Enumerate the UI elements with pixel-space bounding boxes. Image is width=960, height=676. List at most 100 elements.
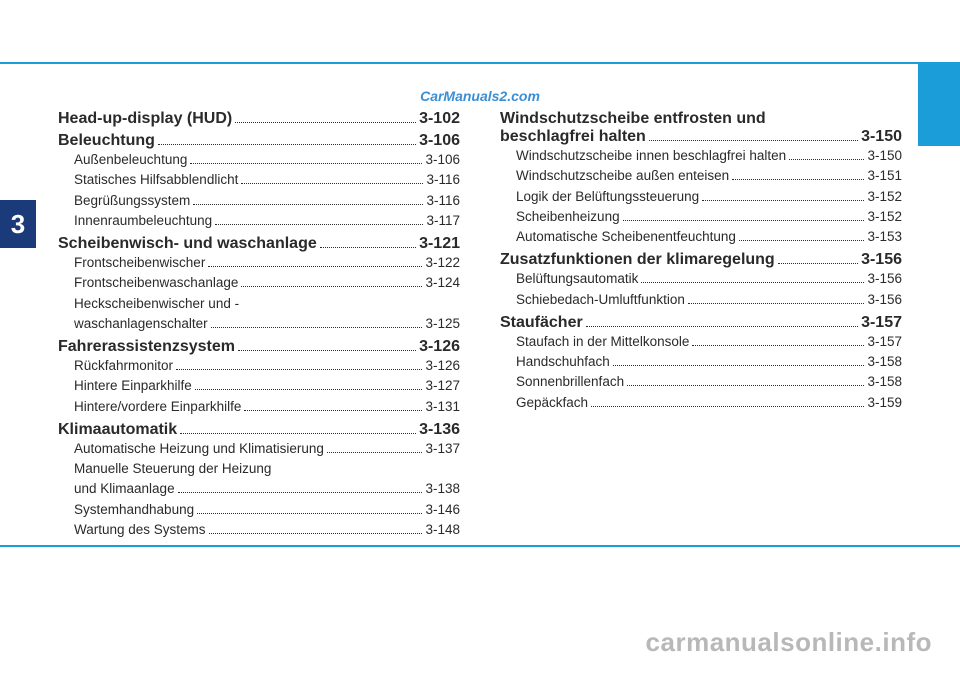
toc-label: Sonnenbrillenfach xyxy=(516,372,624,392)
toc-page: 3-159 xyxy=(867,393,902,413)
toc-label: Belüftungsautomatik xyxy=(516,269,638,289)
toc-sub: Wartung des Systems 3-148 xyxy=(58,520,460,540)
leader xyxy=(193,204,423,205)
leader xyxy=(180,433,416,434)
toc-label: Handschuhfach xyxy=(516,352,610,372)
top-rule xyxy=(0,62,918,64)
toc-page: 3-131 xyxy=(425,397,460,417)
toc-label: Wartung des Systems xyxy=(74,520,206,540)
toc-page: 3-122 xyxy=(425,253,460,273)
toc-sub: Außenbeleuchtung 3-106 xyxy=(58,150,460,170)
toc-label: waschanlagenschalter xyxy=(74,314,208,334)
toc-sub: Statisches Hilfsabblendlicht3-116 xyxy=(58,170,460,190)
leader xyxy=(215,224,423,225)
toc-page: 3-151 xyxy=(867,166,902,186)
toc-sub: Frontscheibenwaschanlage3-124 xyxy=(58,273,460,293)
toc-page: 3-106 xyxy=(419,132,460,150)
toc-page: 3-121 xyxy=(419,235,460,253)
toc-label: Heckscheibenwischer und - xyxy=(74,294,460,314)
toc-page: 3-150 xyxy=(861,128,902,146)
toc-page: 3-116 xyxy=(426,191,460,211)
toc-left-column: Head-up-display (HUD)3-102 Beleuchtung 3-1… xyxy=(58,106,460,540)
toc-label: Innenraumbeleuchtung xyxy=(74,211,212,231)
toc-sub: Systemhandhabung3-146 xyxy=(58,500,460,520)
toc-sub: Sonnenbrillenfach 3-158 xyxy=(500,372,902,392)
toc-page: 3-137 xyxy=(425,439,460,459)
toc-sub: Innenraumbeleuchtung 3-117 xyxy=(58,211,460,231)
toc-page: 3-125 xyxy=(425,314,460,334)
toc-page: 3-156 xyxy=(861,251,902,269)
toc-label: Fahrerassistenzsystem xyxy=(58,338,235,356)
toc-label: Automatische Scheibenentfeuchtung xyxy=(516,227,736,247)
toc-label: Windschutzscheibe außen enteisen xyxy=(516,166,729,186)
leader xyxy=(649,140,858,141)
toc-section: Scheibenwisch- und waschanlage3-121 xyxy=(58,235,460,253)
leader xyxy=(702,200,864,201)
leader xyxy=(209,533,423,534)
toc-page: 3-126 xyxy=(425,356,460,376)
toc-sub: Handschuhfach 3-158 xyxy=(500,352,902,372)
toc-page: 3-127 xyxy=(425,376,460,396)
toc-sub: Belüftungsautomatik 3-156 xyxy=(500,269,902,289)
toc-section: Staufächer3-157 xyxy=(500,314,902,332)
toc-sub: Frontscheibenwischer 3-122 xyxy=(58,253,460,273)
toc-label: Außenbeleuchtung xyxy=(74,150,187,170)
toc-sub: Windschutzscheibe außen enteisen 3-151 xyxy=(500,166,902,186)
toc-label: Begrüßungssystem xyxy=(74,191,190,211)
toc-label: Klimaautomatik xyxy=(58,421,177,439)
toc-page: 3-124 xyxy=(425,273,460,293)
toc-label: Manuelle Steuerung der Heizung xyxy=(74,459,460,479)
bottom-rule xyxy=(0,545,960,547)
toc-sub: Scheibenheizung3-152 xyxy=(500,207,902,227)
leader xyxy=(208,266,422,267)
toc-label: Beleuchtung xyxy=(58,132,155,150)
toc-page: 3-117 xyxy=(426,211,460,231)
toc-right-column: Windschutzscheibe entfrosten undbeschlag… xyxy=(500,106,902,540)
toc-sub: Rückfahrmonitor3-126 xyxy=(58,356,460,376)
toc-page: 3-152 xyxy=(867,207,902,227)
toc-page: 3-116 xyxy=(426,170,460,190)
top-accent-block xyxy=(918,62,960,146)
leader xyxy=(732,179,864,180)
toc-section: Klimaautomatik3-136 xyxy=(58,421,460,439)
leader xyxy=(586,326,858,327)
leader xyxy=(190,163,422,164)
toc-page: 3-150 xyxy=(867,146,902,166)
leader xyxy=(195,389,423,390)
toc: Head-up-display (HUD)3-102 Beleuchtung 3-1… xyxy=(58,106,902,540)
toc-page: 3-156 xyxy=(867,269,902,289)
toc-sub: Automatische Scheibenentfeuchtung 3-153 xyxy=(500,227,902,247)
toc-page: 3-153 xyxy=(867,227,902,247)
toc-sub: Logik der Belüftungssteuerung3-152 xyxy=(500,187,902,207)
leader xyxy=(241,286,422,287)
toc-label: Staufach in der Mittelkonsole xyxy=(516,332,689,352)
toc-page: 3-148 xyxy=(425,520,460,540)
toc-sub: Heckscheibenwischer und -waschanlagensch… xyxy=(58,294,460,335)
toc-page: 3-157 xyxy=(861,314,902,332)
toc-label: Automatische Heizung und Klimatisierung xyxy=(74,439,324,459)
toc-section: Zusatzfunktionen der klimaregelung 3-156 xyxy=(500,251,902,269)
leader xyxy=(692,345,864,346)
toc-page: 3-126 xyxy=(419,338,460,356)
toc-label: Hintere Einparkhilfe xyxy=(74,376,192,396)
toc-label: Hintere/vordere Einparkhilfe xyxy=(74,397,241,417)
leader xyxy=(688,303,865,304)
leader xyxy=(613,365,865,366)
toc-sub: Hintere Einparkhilfe 3-127 xyxy=(58,376,460,396)
toc-page: 3-158 xyxy=(867,372,902,392)
toc-section: Beleuchtung 3-106 xyxy=(58,132,460,150)
toc-label: Zusatzfunktionen der klimaregelung xyxy=(500,251,775,269)
toc-sub: Gepäckfach3-159 xyxy=(500,393,902,413)
watermark-bottom: carmanualsonline.info xyxy=(646,627,932,658)
toc-label: Schiebedach-Umluftfunktion xyxy=(516,290,685,310)
toc-page: 3-138 xyxy=(425,479,460,499)
toc-page: 3-106 xyxy=(425,150,460,170)
leader xyxy=(158,144,416,145)
toc-sub: Automatische Heizung und Klimatisierung 3… xyxy=(58,439,460,459)
toc-label: Frontscheibenwischer xyxy=(74,253,205,273)
toc-label: und Klimaanlage xyxy=(74,479,175,499)
leader xyxy=(176,369,422,370)
leader xyxy=(178,492,423,493)
toc-section: Head-up-display (HUD)3-102 xyxy=(58,110,460,128)
toc-page: 3-158 xyxy=(867,352,902,372)
